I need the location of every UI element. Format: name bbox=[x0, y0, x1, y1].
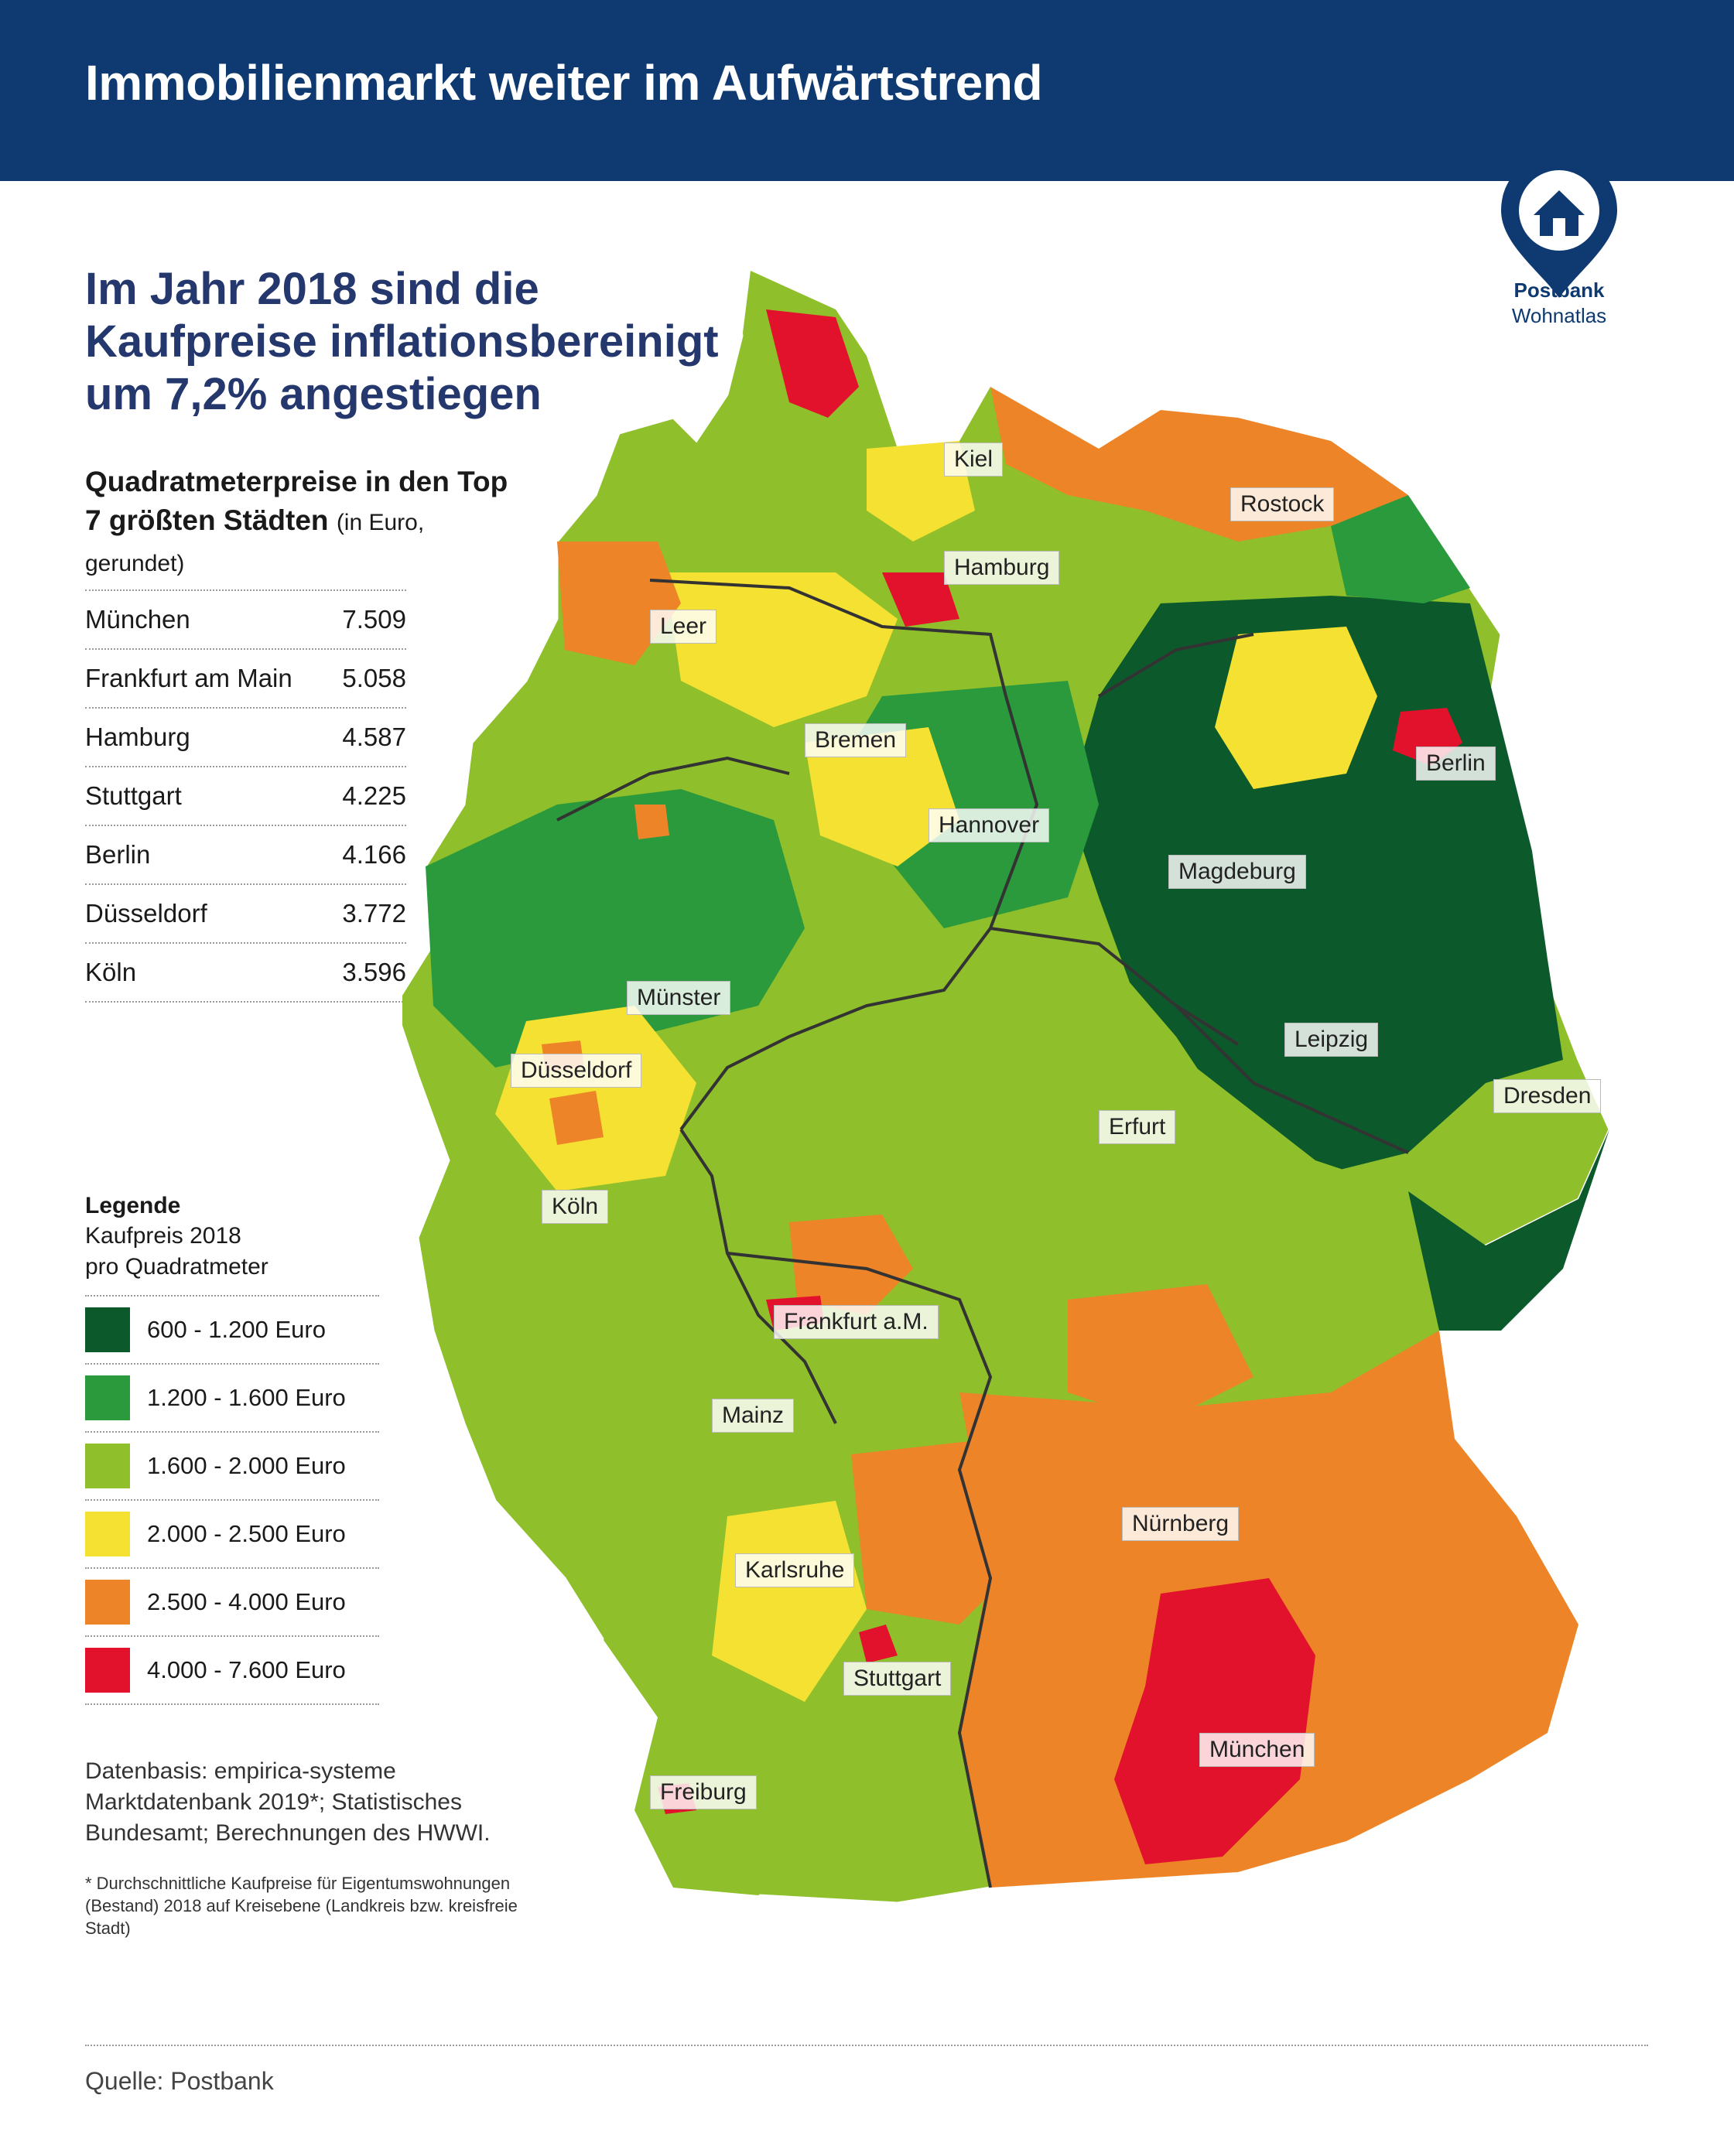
city-price-table: München 7.509 Frankfurt am Main 5.058 Hamb… bbox=[85, 589, 406, 1003]
table-row: Stuttgart 4.225 bbox=[85, 766, 406, 825]
table-row: München 7.509 bbox=[85, 589, 406, 648]
legend-item: 2.500 - 4.000 Euro bbox=[85, 1567, 379, 1635]
logo-subtitle: Wohnatlas bbox=[1511, 304, 1607, 327]
region-north-east bbox=[1331, 495, 1470, 603]
city-name: München bbox=[85, 605, 190, 634]
legend-item: 1.600 - 2.000 Euro bbox=[85, 1431, 379, 1499]
legend-label: 600 - 1.200 Euro bbox=[147, 1316, 326, 1343]
city-label-berlin: Berlin bbox=[1416, 747, 1496, 781]
region-east-bavaria bbox=[1408, 1129, 1609, 1331]
legend-subtitle: Kaufpreis 2018 bbox=[85, 1223, 241, 1249]
legend-label: 2.500 - 4.000 Euro bbox=[147, 1588, 346, 1615]
region-koeln-orange bbox=[549, 1091, 604, 1145]
table-row: Düsseldorf 3.772 bbox=[85, 883, 406, 942]
page-title: Immobilienmarkt weiter im Aufwärtstrend bbox=[85, 55, 1043, 111]
region-frankfurt-orange bbox=[789, 1215, 913, 1315]
region-hamburg-red bbox=[882, 572, 959, 627]
legend-title: Legende bbox=[85, 1193, 181, 1218]
region-lower-saxony-yellow bbox=[665, 572, 898, 727]
region-franconia-orange bbox=[1068, 1284, 1253, 1423]
city-label-hamburg: Hamburg bbox=[944, 551, 1060, 585]
header-bar: Immobilienmarkt weiter im Aufwärtstrend bbox=[0, 0, 1734, 181]
headline: Im Jahr 2018 sind die Kaufpreise inflati… bbox=[85, 264, 719, 419]
city-label-bremen: Bremen bbox=[805, 723, 907, 757]
city-label-muenster: Münster bbox=[627, 981, 731, 1015]
city-label-stuttgart: Stuttgart bbox=[843, 1662, 952, 1696]
city-label-mainz: Mainz bbox=[712, 1399, 795, 1433]
state-borders bbox=[556, 579, 1409, 1888]
legend-swatch bbox=[85, 1512, 130, 1556]
city-label-leer: Leer bbox=[650, 610, 717, 644]
region-hannover-yellow bbox=[805, 727, 959, 866]
legend-item: 1.200 - 1.600 Euro bbox=[85, 1363, 379, 1431]
legend-item: 4.000 - 7.600 Euro bbox=[85, 1635, 379, 1705]
city-name: Hamburg bbox=[85, 723, 190, 751]
legend-swatch bbox=[85, 1444, 130, 1488]
table-row: Frankfurt am Main 5.058 bbox=[85, 648, 406, 707]
city-name: Stuttgart bbox=[85, 781, 182, 810]
city-name: Frankfurt am Main bbox=[85, 664, 292, 692]
city-name: Düsseldorf bbox=[85, 899, 207, 928]
legend-subtitle: pro Quadratmeter bbox=[85, 1254, 268, 1280]
city-price: 3.596 bbox=[342, 958, 406, 986]
city-label-koeln: Köln bbox=[542, 1190, 609, 1224]
legend-label: 2.000 - 2.500 Euro bbox=[147, 1520, 346, 1547]
table-row: Hamburg 4.587 bbox=[85, 707, 406, 766]
city-price: 4.225 bbox=[342, 781, 406, 810]
divider bbox=[85, 2045, 1648, 2046]
house-pin-icon bbox=[1501, 155, 1617, 298]
map-svg bbox=[393, 268, 1611, 1905]
city-label-muenchen: München bbox=[1199, 1733, 1315, 1767]
city-label-dresden: Dresden bbox=[1493, 1079, 1602, 1113]
region-sylt-red bbox=[766, 309, 859, 418]
table-row: Berlin 4.166 bbox=[85, 825, 406, 883]
legend-swatch bbox=[85, 1580, 130, 1625]
legend-swatch bbox=[85, 1648, 130, 1693]
table-title: Quadratmeterpreise in den Top 7 größten … bbox=[85, 463, 518, 583]
legend-label: 1.600 - 2.000 Euro bbox=[147, 1452, 346, 1479]
region-stuttgart-red bbox=[859, 1625, 898, 1663]
city-price: 4.166 bbox=[342, 840, 406, 869]
table-note: (in Euro, gerundet) bbox=[85, 510, 425, 576]
legend-label: 1.200 - 1.600 Euro bbox=[147, 1384, 346, 1411]
city-label-freiburg: Freiburg bbox=[650, 1775, 757, 1809]
city-label-frankfurt: Frankfurt a.M. bbox=[774, 1305, 939, 1339]
city-price: 5.058 bbox=[342, 664, 406, 692]
legend-item: 600 - 1.200 Euro bbox=[85, 1295, 379, 1363]
city-label-leipzig: Leipzig bbox=[1284, 1023, 1379, 1057]
legend-swatch bbox=[85, 1375, 130, 1420]
logo-name: Postbank bbox=[1513, 278, 1605, 302]
city-label-karlsruhe: Karlsruhe bbox=[735, 1553, 855, 1587]
legend-label: 4.000 - 7.600 Euro bbox=[147, 1656, 346, 1683]
city-name: Köln bbox=[85, 958, 137, 986]
city-label-magdeburg: Magdeburg bbox=[1168, 855, 1306, 889]
city-price: 3.772 bbox=[342, 899, 406, 928]
city-label-erfurt: Erfurt bbox=[1099, 1110, 1176, 1144]
region-muenchen-red bbox=[1114, 1578, 1315, 1864]
region-hesse bbox=[712, 1021, 1006, 1284]
legend: Legende Kaufpreis 2018 pro Quadratmeter … bbox=[85, 1191, 379, 1705]
region-bw-yellow bbox=[712, 1501, 867, 1702]
city-label-hannover: Hannover bbox=[929, 808, 1050, 842]
region-muenster-orange bbox=[634, 805, 669, 839]
table-title-text: Quadratmeterpreise in den Top 7 größten … bbox=[85, 466, 508, 536]
region-brandenburg-yellow bbox=[1215, 627, 1377, 789]
legend-swatch bbox=[85, 1307, 130, 1352]
city-name: Berlin bbox=[85, 840, 151, 869]
germany-price-map: Kiel Rostock Hamburg Leer Bremen Berlin … bbox=[393, 263, 1679, 2011]
city-label-kiel: Kiel bbox=[944, 442, 1004, 477]
footnote: * Durchschnittliche Kaufpreise für Eigen… bbox=[85, 1874, 518, 1938]
city-price: 4.587 bbox=[342, 723, 406, 751]
city-label-rostock: Rostock bbox=[1230, 487, 1335, 521]
legend-item: 2.000 - 2.500 Euro bbox=[85, 1499, 379, 1567]
data-source: Datenbasis: empirica-systeme Marktdatenb… bbox=[85, 1758, 491, 1846]
city-price: 7.509 bbox=[342, 605, 406, 634]
table-row: Köln 3.596 bbox=[85, 942, 406, 1003]
city-label-nuernberg: Nürnberg bbox=[1122, 1507, 1240, 1541]
source-credit: Quelle: Postbank bbox=[85, 2067, 274, 2095]
city-label-duesseldorf: Düsseldorf bbox=[511, 1054, 642, 1088]
